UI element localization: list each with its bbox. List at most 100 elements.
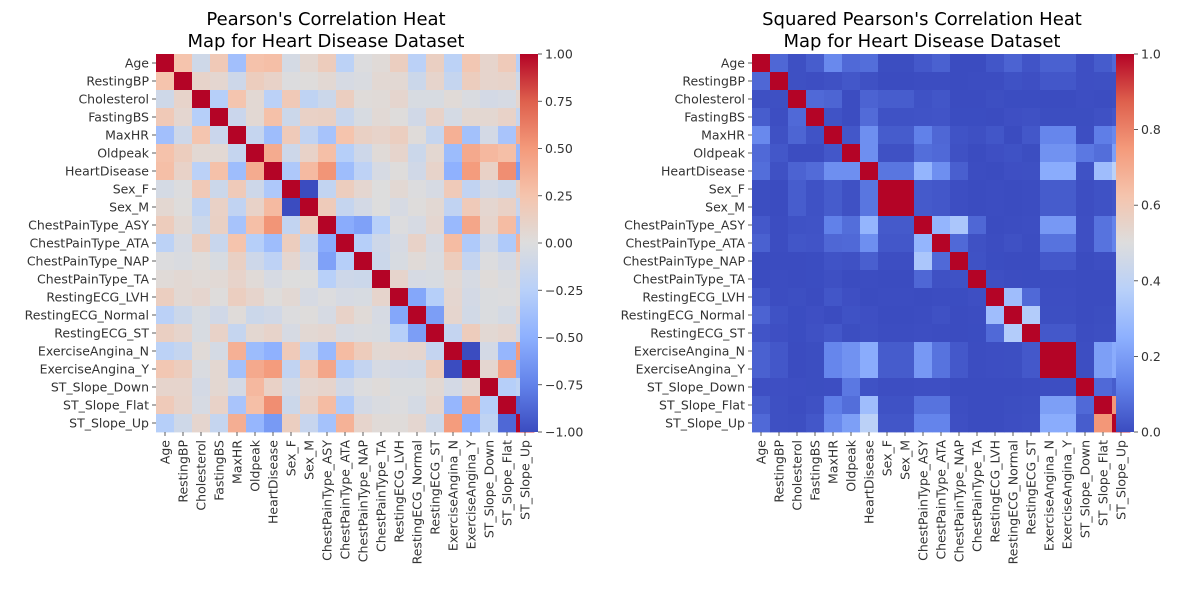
y-tick-label: ExerciseAngina_N (634, 344, 745, 359)
heatmap-cell (498, 144, 517, 163)
heatmap-cell (896, 360, 915, 379)
heatmap-cell (246, 270, 265, 289)
y-tick-label: Cholesterol (78, 92, 149, 107)
heatmap-cell (968, 216, 987, 235)
colorbar-tick-label: 0.6 (1141, 198, 1161, 213)
heatmap-cell (1094, 288, 1113, 307)
heatmap-cell (1022, 342, 1041, 361)
heatmap-cell (842, 126, 861, 145)
heatmap-cell (1076, 90, 1095, 109)
heatmap-cell (932, 324, 951, 343)
heatmap-cell (300, 396, 319, 415)
heatmap-cell (444, 360, 463, 379)
heatmap-cell (354, 342, 373, 361)
heatmap-cell (228, 414, 247, 433)
heatmap-cell (860, 144, 879, 163)
heatmap-cell (246, 108, 265, 127)
heatmap-cell (770, 54, 789, 73)
heatmap-cell (824, 306, 843, 325)
heatmap-cell (932, 396, 951, 415)
heatmap-cell (264, 216, 283, 235)
heatmap-cell (372, 342, 391, 361)
heatmap-cell (860, 252, 879, 271)
heatmap-cell (1040, 252, 1059, 271)
x-tick-labels: Age RestingBP Cholesterol FastingBS MaxHR Old… (158, 432, 533, 564)
heatmap-cell (282, 342, 301, 361)
heatmap-cell (986, 198, 1005, 217)
heatmap-cell (878, 72, 897, 91)
heatmap-cell (788, 126, 807, 145)
heatmap-cell (788, 108, 807, 127)
heatmap-cell (878, 396, 897, 415)
heatmap-cell (950, 108, 969, 127)
heatmap-cell (408, 306, 427, 325)
heatmap-cell (1058, 144, 1077, 163)
heatmap-cell (914, 270, 933, 289)
heatmap-cell (1076, 54, 1095, 73)
heatmap-cell (390, 360, 409, 379)
heatmap-cell (824, 144, 843, 163)
heatmap-cell (390, 108, 409, 127)
heatmap-cell (264, 108, 283, 127)
heatmap-cell (842, 108, 861, 127)
heatmap-cell (968, 270, 987, 289)
heatmap-cell (174, 234, 193, 253)
heatmap-cell (228, 378, 247, 397)
heatmap-cell (860, 396, 879, 415)
heatmap-cell (1076, 324, 1095, 343)
heatmap-cell (1076, 342, 1095, 361)
heatmap-cell (1004, 306, 1023, 325)
heatmap-cell (1022, 54, 1041, 73)
heatmap-cell (480, 288, 499, 307)
heatmap-cell (210, 396, 229, 415)
heatmap-cell (210, 324, 229, 343)
heatmap-cell (896, 324, 915, 343)
heatmap-cell (932, 270, 951, 289)
heatmap-cell (228, 306, 247, 325)
heatmap-cell (1022, 126, 1041, 145)
heatmap-cell (462, 54, 481, 73)
heatmap-cell (282, 216, 301, 235)
heatmap-cell (752, 198, 771, 217)
heatmap-cell (824, 162, 843, 181)
heatmap-cell (1040, 234, 1059, 253)
heatmap-cell (336, 72, 355, 91)
heatmap-cell (932, 72, 951, 91)
heatmap-cell (896, 252, 915, 271)
heatmap-cell (156, 414, 175, 433)
heatmap-cell (462, 198, 481, 217)
heatmap-cell (950, 342, 969, 361)
heatmap-cell (480, 378, 499, 397)
heatmap-cells (156, 54, 535, 433)
heatmap-cell (354, 162, 373, 181)
heatmap-cell (806, 414, 825, 433)
heatmap-cell (986, 342, 1005, 361)
heatmap-cell (300, 162, 319, 181)
heatmap-cell (318, 108, 337, 127)
heatmap-cell (770, 72, 789, 91)
heatmap-cell (408, 144, 427, 163)
heatmap-cell (932, 234, 951, 253)
heatmap-cell (210, 162, 229, 181)
heatmap-cell (426, 216, 445, 235)
heatmap-cell (372, 360, 391, 379)
heatmap-cell (914, 360, 933, 379)
heatmap-cell (426, 342, 445, 361)
heatmap-cell (986, 108, 1005, 127)
heatmap-cell (354, 198, 373, 217)
heatmap-cell (246, 234, 265, 253)
heatmap-cell (228, 324, 247, 343)
heatmap-cell (950, 306, 969, 325)
heatmap-cell (426, 324, 445, 343)
heatmap-cell (228, 396, 247, 415)
heatmap-cell (1022, 360, 1041, 379)
heatmap-cell (1094, 126, 1113, 145)
heatmap-cell (752, 324, 771, 343)
x-tick-label: ST_Slope_Flat (500, 440, 515, 526)
heatmap-cell (228, 72, 247, 91)
heatmap-cell (806, 342, 825, 361)
heatmap-cell (986, 252, 1005, 271)
heatmap-cell (770, 342, 789, 361)
heatmap-cell (228, 54, 247, 73)
heatmap-cell (860, 54, 879, 73)
